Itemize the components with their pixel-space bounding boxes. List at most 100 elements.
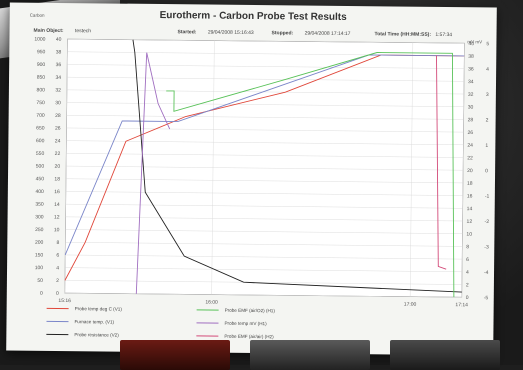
y-tick-label-left-2: 4	[56, 265, 59, 271]
y-tick-label-right-1: 2	[466, 282, 469, 288]
grid-line-h	[67, 76, 465, 82]
y-tick-label-right-1: 4	[466, 270, 469, 276]
grid-line-h	[65, 267, 463, 273]
grid-line-h	[66, 140, 464, 146]
grid-line-h	[65, 203, 463, 209]
y-tick-label-left-2: 6	[56, 253, 59, 259]
x-tick-label: 17:14	[455, 302, 468, 308]
y-tick-label-right-2: -2	[485, 219, 490, 225]
y-tick-label-right-2: 4	[486, 67, 489, 73]
y-tick-label-left-1: 0	[40, 291, 43, 297]
grid-line-h	[65, 254, 463, 260]
y-tick-label-right-1: 6	[466, 257, 469, 263]
series-line-4	[135, 52, 171, 294]
y-tick-label-left-1: 150	[35, 252, 44, 258]
grey-box	[250, 340, 370, 370]
y-tick-label-left-2: 34	[55, 75, 61, 81]
grid-line-v	[461, 43, 465, 298]
y-tick-label-left-1: 650	[36, 125, 45, 131]
y-tick-label-left-2: 14	[54, 202, 60, 208]
y-tick-label-right-2: 2	[486, 117, 489, 123]
y-tick-label-right-2: 1	[485, 143, 488, 149]
y-tick-label-right-1: 24	[467, 143, 473, 149]
grid-line-h	[65, 229, 463, 234]
y-tick-label-right-2: -3	[484, 244, 489, 250]
y-tick-label-left-2: 2	[56, 278, 59, 284]
y-tick-label-left-1: 50	[37, 278, 43, 284]
y-tick-label-left-1: 800	[37, 87, 46, 93]
y-tick-label-left-1: 300	[35, 214, 44, 220]
grid-line-h	[65, 178, 463, 184]
x-tick-label: 17:00	[404, 302, 417, 308]
y-tick-label-right-1: 10	[466, 232, 472, 238]
y-tick-label-right-1: 38	[468, 54, 474, 60]
red-box	[120, 340, 230, 370]
series-line-2	[132, 39, 462, 293]
y-tick-label-left-1: 500	[36, 164, 45, 170]
y-tick-label-left-2: 30	[55, 100, 61, 106]
series-line-5	[436, 55, 447, 270]
y-tick-label-left-2: 22	[55, 151, 61, 157]
grid-line-h	[65, 216, 463, 222]
dark-box	[390, 340, 500, 370]
grid-line-h	[66, 165, 464, 171]
y-tick-label-right-2: 0	[485, 168, 488, 174]
grid-line-h	[66, 127, 464, 133]
grid-line-h	[66, 102, 464, 107]
y-tick-label-left-1: 950	[37, 49, 46, 55]
grid-line-h	[66, 89, 464, 95]
y-tick-label-left-2: 32	[55, 88, 61, 94]
x-tick-label: 15:16	[58, 298, 71, 304]
grid-line-h	[65, 191, 463, 196]
grid-line-h	[64, 280, 462, 285]
y-tick-label-right-1: 16	[467, 193, 473, 199]
y-tick-label-left-2: 12	[54, 215, 60, 221]
y-tick-label-right-1: 40	[468, 41, 474, 47]
legend-item-emf-air-o2: Probe EMF (air/O2) (H1)	[196, 307, 275, 313]
y-tick-label-right-1: 14	[467, 206, 473, 212]
y-tick-label-right-1: 26	[467, 130, 473, 136]
grid-line-h	[65, 242, 463, 247]
y-tick-label-right-1: 30	[468, 105, 474, 111]
y-tick-label-left-1: 700	[36, 113, 45, 119]
y-tick-label-left-1: 250	[35, 227, 44, 233]
legend-item-emf-air-air: Probe EMF (air/air) (H2)	[196, 333, 274, 339]
y-tick-label-right-1: 0	[466, 295, 469, 301]
y-tick-label-right-1: 32	[468, 92, 474, 98]
legend-item-probe-resistance: Probe resistance (V2)	[46, 332, 119, 338]
y-tick-label-right-2: -1	[485, 194, 490, 200]
y-tick-label-right-2: 3	[486, 92, 489, 98]
y-tick-label-right-1: 20	[467, 168, 473, 174]
y-tick-label-left-2: 36	[56, 62, 62, 68]
y-tick-label-left-2: 8	[57, 240, 60, 246]
y-tick-label-left-2: 16	[54, 189, 60, 195]
y-tick-label-left-1: 450	[36, 176, 45, 182]
y-tick-label-left-2: 18	[54, 176, 60, 182]
legend-item-probe-temp: Probe temp deg C (V1)	[46, 306, 122, 312]
y-tick-label-right-1: 36	[468, 66, 474, 72]
probe-boxes-foreground	[100, 340, 520, 370]
y-tick-label-right-1: 18	[467, 181, 473, 187]
y-tick-label-left-1: 750	[36, 100, 45, 106]
y-tick-label-right-1: 28	[468, 117, 474, 123]
y-tick-label-right-1: 34	[468, 79, 474, 85]
y-tick-label-right-2: 5	[486, 41, 489, 47]
y-tick-label-left-1: 850	[37, 75, 46, 81]
series-line-3	[166, 52, 455, 298]
legend-item-probe-temp-mv: Probe temp mV (H1)	[196, 320, 267, 326]
y-tick-label-left-1: 550	[36, 151, 45, 157]
y-tick-label-left-1: 600	[36, 138, 45, 144]
y-tick-label-left-2: 26	[55, 126, 61, 132]
grid-line-v	[211, 40, 215, 295]
y-tick-label-left-2: 28	[55, 113, 61, 119]
y-tick-label-left-2: 40	[56, 37, 62, 43]
y-tick-label-right-2: -4	[484, 270, 489, 276]
y-tick-label-left-2: 10	[54, 227, 60, 233]
y-tick-label-left-1: 900	[37, 62, 46, 68]
legend-item-furnace-temp: Furnace temp. (V1)	[46, 319, 114, 325]
y-tick-label-left-2: 0	[56, 291, 59, 297]
y-tick-label-left-2: 24	[55, 138, 61, 144]
x-tick-label: 16:00	[205, 300, 218, 306]
